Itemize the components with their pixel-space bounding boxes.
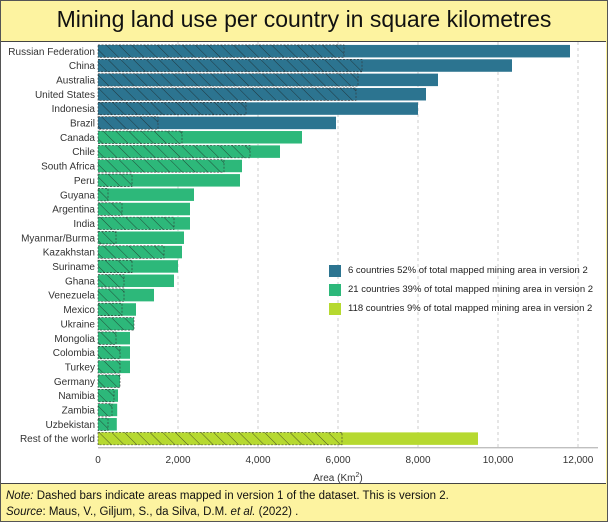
source-etal: et al. [230,506,256,518]
x-tick-label: 6,000 [325,455,350,466]
dashed-bar-13 [97,231,117,245]
category-label: Canada [60,133,95,144]
legend-swatch [329,284,341,296]
source-label: Source [6,506,43,518]
bar-10 [98,188,194,201]
category-label: South Africa [41,162,95,173]
dashed-bar-27 [97,432,343,446]
category-label: Guyana [60,190,95,201]
x-tick-label: 8,000 [405,455,430,466]
category-label: Argentina [52,205,95,216]
dashed-bar-7 [97,145,251,159]
category-label: United States [35,90,95,101]
legend-item-118: 118 countries 9% of total mapped mining … [329,301,599,318]
dashed-bar-12 [97,216,175,230]
dashed-bar-17 [97,288,125,302]
dashed-bar-14 [97,245,165,259]
category-label: Kazakhstan [43,248,95,259]
x-axis-label: Area (Km2) [313,472,362,483]
category-label: China [69,61,96,72]
category-label: Chile [72,147,95,158]
legend-label: 6 countries 52% of total mapped mining a… [348,265,588,276]
x-tick-label: 12,000 [563,455,594,466]
dashed-bar-1 [97,58,363,73]
x-tick-label: 2,000 [165,455,190,466]
category-label: Myanmar/Burma [21,233,95,244]
category-label: Uzbekistan [46,420,95,431]
category-label: Mongolia [54,334,95,345]
dashed-bar-15 [97,259,133,273]
category-label: Germany [54,377,95,388]
plot-area: Russian Federation China Australia United S… [1,41,606,484]
bar-chart: Russian Federation China Australia United S… [8,42,598,483]
dashed-bar-25 [97,403,113,417]
dashed-bar-18 [97,302,123,317]
category-label: Suriname [52,262,95,273]
dashed-bar-16 [97,274,125,288]
dashed-bar-22 [97,360,121,374]
source-text: : Maus, V., Giljum, S., da Silva, D.M. [42,506,231,518]
legend-item-6: 6 countries 52% of total mapped mining a… [329,263,599,280]
note-line: Note: Dashed bars indicate areas mapped … [6,488,602,504]
legend-item-21: 21 countries 39% of total mapped mining … [329,282,599,299]
dashed-bar-23 [97,374,121,388]
dashed-bar-26 [97,417,109,431]
note-block: Note: Dashed bars indicate areas mapped … [6,488,602,520]
note-text: Dashed bars indicate areas mapped in ver… [33,490,449,502]
dashed-bar-4 [97,102,247,116]
category-label: Russian Federation [8,47,95,58]
category-label: Namibia [58,391,95,402]
dashed-bar-3 [97,87,357,101]
category-label: Mexico [63,305,95,316]
category-label: Peru [74,176,95,187]
legend-label: 118 countries 9% of total mapped mining … [348,303,593,314]
x-tick-label: 4,000 [245,455,270,466]
dashed-bar-2 [97,73,359,87]
dashed-bar-21 [97,345,121,360]
dashed-bar-11 [97,202,123,216]
bar-13 [98,231,184,244]
category-label: Colombia [53,348,96,359]
legend: 6 countries 52% of total mapped mining a… [329,263,599,320]
dashed-bar-20 [97,331,117,345]
category-label: Ukraine [61,319,96,330]
category-label: India [73,219,95,230]
dashed-bar-0 [97,44,345,58]
x-tick-label: 0 [95,455,101,466]
x-tick-label: 10,000 [483,455,514,466]
dashed-bar-10 [97,188,109,202]
category-label: Australia [56,75,95,86]
dashed-bar-24 [97,389,115,403]
category-label: Zambia [62,406,96,417]
category-label: Ghana [65,276,95,287]
dashed-bar-5 [97,116,159,130]
legend-swatch [329,303,341,315]
bar-9 [98,174,240,187]
category-label: Rest of the world [20,434,95,445]
source-year: (2022) . [255,506,299,518]
legend-label: 21 countries 39% of total mapped mining … [348,284,594,295]
category-label: Indonesia [52,104,96,115]
source-line: Source: Maus, V., Giljum, S., da Silva, … [6,504,602,520]
note-label: Note: [6,490,34,502]
dashed-bar-9 [97,173,133,187]
dashed-bar-6 [97,130,183,144]
dashed-bar-19 [97,317,135,331]
category-label: Brazil [70,119,95,130]
chart-title: Mining land use per country in square ki… [56,6,552,32]
legend-swatch [329,265,341,277]
category-label: Turkey [65,362,95,373]
dashed-bar-8 [97,159,225,173]
category-label: Venezuela [48,291,95,302]
